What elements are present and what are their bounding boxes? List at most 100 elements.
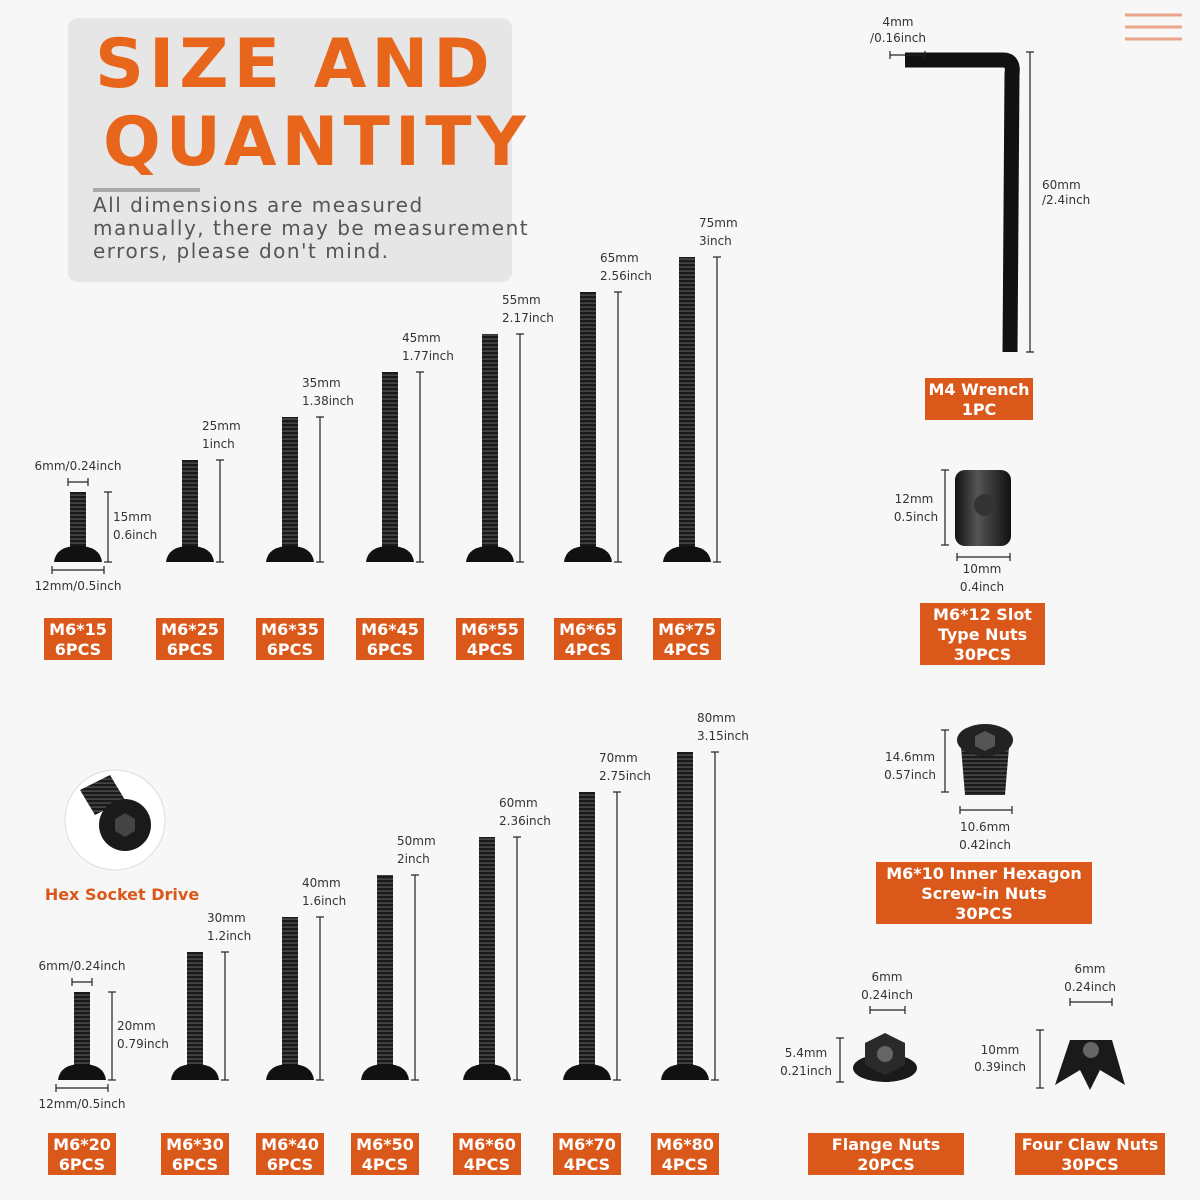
- screw-shaft: [187, 952, 203, 1070]
- dimension-text: 0.21inch: [780, 1064, 832, 1078]
- claw-nut: [1055, 1040, 1125, 1090]
- label-text: 6PCS: [267, 640, 313, 659]
- dimension-text: 6mm: [1074, 962, 1105, 976]
- label-text: 4PCS: [662, 1155, 708, 1174]
- label-box: [651, 1133, 719, 1175]
- screw-shaft: [70, 492, 86, 552]
- claw-hole: [1083, 1042, 1099, 1058]
- screw-head: [466, 546, 514, 562]
- screw-head: [58, 1064, 106, 1080]
- dimension-text: 0.6inch: [113, 528, 157, 542]
- label-box: [156, 618, 224, 660]
- label-text: 6PCS: [167, 640, 213, 659]
- label-box: [48, 1133, 116, 1175]
- dimension-text: 10mm: [963, 562, 1002, 576]
- label-text: 4PCS: [664, 640, 710, 659]
- dimension-text: 2.75inch: [599, 769, 651, 783]
- label-text: 20PCS: [857, 1155, 915, 1174]
- dimension-text: 1inch: [202, 437, 235, 451]
- label-text: M6*15: [49, 620, 107, 639]
- label-text: M6*65: [559, 620, 617, 639]
- dimension-text: 12mm/0.5inch: [35, 579, 122, 593]
- label-text: M6*80: [656, 1135, 714, 1154]
- dimension-text: 55mm: [502, 293, 541, 307]
- dimension-text: 0.24inch: [1064, 980, 1116, 994]
- dimension-text: 0.42inch: [959, 838, 1011, 852]
- dimension-text: 0.79inch: [117, 1037, 169, 1051]
- dimension-text: 0.24inch: [861, 988, 913, 1002]
- screw-head: [366, 546, 414, 562]
- dimension-text: 60mm: [499, 796, 538, 810]
- screw-head: [361, 1064, 409, 1080]
- screw-head: [661, 1064, 709, 1080]
- screw-head: [171, 1064, 219, 1080]
- dimension-text: 35mm: [302, 376, 341, 390]
- dimension-text: 2.36inch: [499, 814, 551, 828]
- label-box: [356, 618, 424, 660]
- label-box: [453, 1133, 521, 1175]
- label-text: 6PCS: [367, 640, 413, 659]
- label-box: [161, 1133, 229, 1175]
- label-text: 6PCS: [172, 1155, 218, 1174]
- note: errors, please don't mind.: [93, 239, 390, 263]
- label-text: M6*55: [461, 620, 519, 639]
- dimension-text: 14.6mm: [885, 750, 935, 764]
- dimension-text: 2.56inch: [600, 269, 652, 283]
- label-text: 30PCS: [955, 904, 1013, 923]
- dimension-text: 1.6inch: [302, 894, 346, 908]
- label-text: 4PCS: [564, 1155, 610, 1174]
- label-text: M6*45: [361, 620, 419, 639]
- label-text: 30PCS: [954, 645, 1012, 664]
- screw-head: [266, 1064, 314, 1080]
- dimension-text: 70mm: [599, 751, 638, 765]
- screw-shaft: [579, 792, 595, 1070]
- label-text: M6*60: [458, 1135, 516, 1154]
- dimension-text: 60mm: [1042, 178, 1081, 192]
- label-box: [553, 1133, 621, 1175]
- label-box: [554, 618, 622, 660]
- title: SIZE AND: [95, 25, 495, 104]
- label-text: 1PC: [962, 400, 997, 419]
- label-text: Four Claw Nuts: [1022, 1135, 1158, 1154]
- screw-shaft: [282, 917, 298, 1070]
- screw-shaft: [382, 372, 398, 552]
- label-box: [256, 618, 324, 660]
- label-text: M6*40: [261, 1135, 319, 1154]
- dimension-text: 30mm: [207, 911, 246, 925]
- label-box: [925, 378, 1033, 420]
- label-box: [808, 1133, 964, 1175]
- dimension-text: 6mm/0.24inch: [39, 959, 126, 973]
- label-text: M6*30: [166, 1135, 224, 1154]
- screw-shaft: [182, 460, 198, 552]
- screw-head: [54, 546, 102, 562]
- label-text: M6*12 Slot: [933, 605, 1032, 624]
- screw-shaft: [479, 837, 495, 1070]
- dimension-text: 0.57inch: [884, 768, 936, 782]
- dimension-text: 1.38inch: [302, 394, 354, 408]
- dimension-text: /0.16inch: [870, 31, 926, 45]
- dimension-text: 10mm: [981, 1043, 1020, 1057]
- screw-head: [463, 1064, 511, 1080]
- label-text: Flange Nuts: [832, 1135, 940, 1154]
- dimension-text: 1.77inch: [402, 349, 454, 363]
- screw-shaft: [482, 334, 498, 552]
- screw-shaft: [377, 875, 393, 1070]
- dimension-text: 2.17inch: [502, 311, 554, 325]
- screw-shaft: [677, 752, 693, 1070]
- dimension-text: 6mm/0.24inch: [35, 459, 122, 473]
- label-box: [456, 618, 524, 660]
- label-text: M6*20: [53, 1135, 111, 1154]
- dimension-text: 40mm: [302, 876, 341, 890]
- label-box: [653, 618, 721, 660]
- dimension-text: 12mm/0.5inch: [39, 1097, 126, 1111]
- dimension-text: 0.5inch: [894, 510, 938, 524]
- hex-socket-label: Hex Socket Drive: [45, 885, 200, 904]
- label-text: M6*10 Inner Hexagon: [886, 864, 1082, 883]
- label-text: M6*35: [261, 620, 319, 639]
- label-box: [351, 1133, 419, 1175]
- label-box: [256, 1133, 324, 1175]
- screw-head: [166, 546, 214, 562]
- label-text: 4PCS: [565, 640, 611, 659]
